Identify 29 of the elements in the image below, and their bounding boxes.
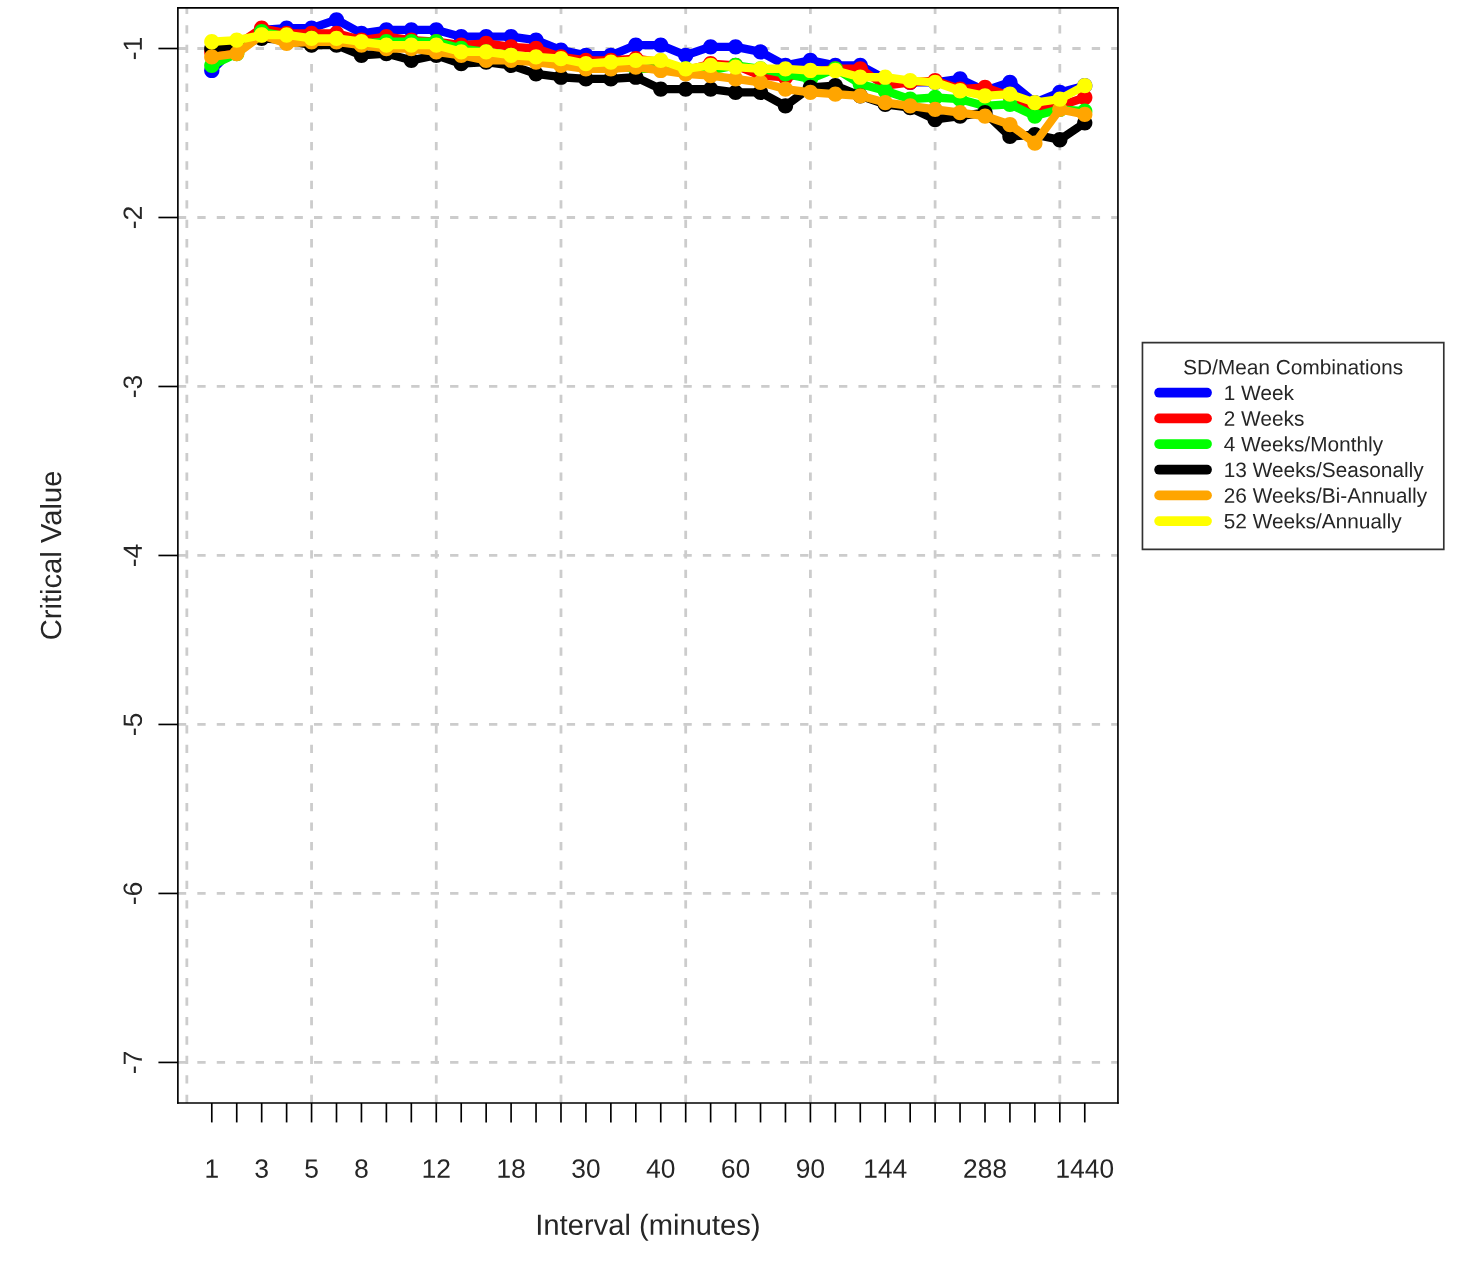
x-tick-label: 40 xyxy=(646,1159,675,1178)
x-tick-label: 60 xyxy=(722,1159,750,1178)
x-tick-label: 1440 xyxy=(1057,1159,1114,1178)
x-axis-title: Interval (minutes) xyxy=(537,1213,759,1241)
y-tick-label: -1 xyxy=(123,38,142,60)
y-tick-label: -3 xyxy=(123,375,143,398)
x-tick-label: 90 xyxy=(796,1159,825,1178)
x-tick-label: 288 xyxy=(964,1159,1006,1178)
x-tick-label: 5 xyxy=(305,1159,318,1178)
legend-label: 2 Weeks xyxy=(1224,410,1304,426)
y-tick-label: -6 xyxy=(123,882,143,904)
y-tick-label: -5 xyxy=(123,713,143,736)
x-tick-label: 30 xyxy=(572,1159,600,1178)
x-tick-label: 12 xyxy=(423,1159,450,1178)
y-tick-label: -4 xyxy=(123,544,142,567)
y-tick-label: -2 xyxy=(123,207,142,229)
x-tick-label: 18 xyxy=(498,1159,525,1178)
x-tick-label: 144 xyxy=(865,1159,907,1178)
y-tick-label: -7 xyxy=(123,1052,142,1073)
x-tick-label: 8 xyxy=(355,1159,368,1178)
legend-label: 52 Weeks/Annually xyxy=(1224,513,1402,533)
legend-label: 4 Weeks/Monthly xyxy=(1224,436,1384,456)
legend-label: 13 Weeks/Seasonally xyxy=(1225,461,1424,482)
x-tick-label: 3 xyxy=(255,1159,268,1178)
x-tick-label: 1 xyxy=(206,1159,218,1178)
legend-label: 26 Weeks/Bi-Annually xyxy=(1224,487,1428,508)
legend-label: 1 Week xyxy=(1225,384,1294,401)
legend-title: SD/Mean Combinations xyxy=(1184,359,1403,375)
y-axis-title: Critical Value xyxy=(39,471,62,639)
